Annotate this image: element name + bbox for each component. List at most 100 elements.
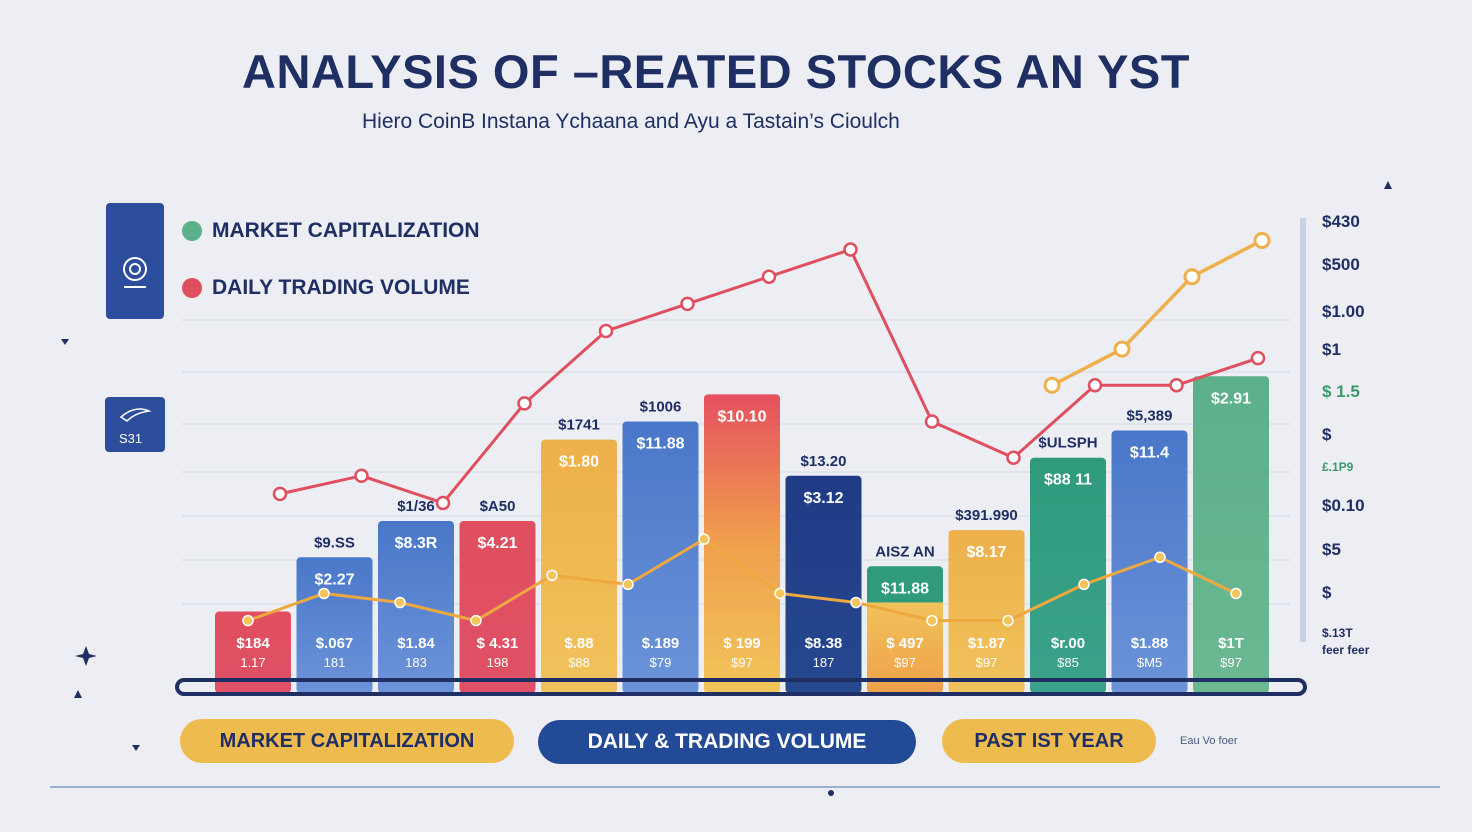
star-icon xyxy=(75,646,97,666)
bar-top-label: $1/36 xyxy=(397,498,435,515)
bar-top-label: $ULSPH xyxy=(1038,435,1097,452)
bar-top-label: $A50 xyxy=(480,498,516,515)
lower-orange-line-point xyxy=(926,614,938,627)
bar xyxy=(1030,457,1106,693)
bar-base-label: $1.84 xyxy=(397,635,435,652)
daily-volume-button[interactable]: DAILY & TRADING VOLUME xyxy=(538,720,916,764)
bar-inner-label: $8.3R xyxy=(395,535,438,552)
right-axis-tick-label: $ xyxy=(1322,583,1332,602)
red-line-point xyxy=(354,468,369,484)
bar xyxy=(215,611,291,693)
bar-top-label: AISZ AN xyxy=(875,543,934,560)
legend-dot-green xyxy=(182,221,202,241)
red-line-point xyxy=(517,396,532,411)
bar xyxy=(296,557,373,693)
red-line-point xyxy=(843,242,858,257)
bar-base-label: $ 497 xyxy=(886,635,924,652)
dot-icon xyxy=(828,790,834,796)
legend-label-daily-volume: DAILY TRADING VOLUME xyxy=(212,276,470,299)
red-line-point xyxy=(761,269,777,284)
baseline-track xyxy=(175,678,1307,696)
red-line-point xyxy=(680,296,695,312)
bar-base-sublabel: $88 xyxy=(568,655,590,670)
bar xyxy=(867,566,943,693)
side-card-label: S31 xyxy=(119,431,143,446)
right-axis-tick-label: $ xyxy=(1322,425,1332,444)
legend-daily-volume: DAILY TRADING VOLUME xyxy=(182,276,470,300)
bar-inner-label: $1.80 xyxy=(559,454,599,471)
bar-inner-label: $11.88 xyxy=(881,580,929,597)
chevron-down-icon xyxy=(132,745,140,751)
bar-top-label: $1006 xyxy=(640,399,682,416)
side-card: S31 xyxy=(105,397,165,452)
upper-orange-line xyxy=(1051,238,1263,387)
bar-inner-label: $10.10 xyxy=(718,408,767,425)
legend-dot-red xyxy=(182,278,202,298)
market-cap-button[interactable]: MARKET CAPITALIZATION xyxy=(180,719,514,763)
legend-market-cap: MARKET CAPITALIZATION xyxy=(182,219,480,243)
right-axis-tick-label: $1 xyxy=(1322,340,1341,359)
bar-base-sublabel: 181 xyxy=(324,655,346,670)
bar-base-sublabel: $97 xyxy=(1220,655,1242,670)
bar-inner-label: $11.4 xyxy=(1130,445,1169,462)
bottom-divider xyxy=(50,786,1440,788)
bar-inner-label: $2.91 xyxy=(1211,390,1251,407)
bar-top-label: $1741 xyxy=(558,417,600,434)
red-line-point xyxy=(435,495,451,511)
lower-orange-line-point xyxy=(1078,578,1090,591)
right-axis-tick-label: £.1P9 xyxy=(1322,460,1354,474)
bar-base-label: $.067 xyxy=(316,635,354,652)
past-year-button[interactable]: PAST IST YEAR xyxy=(942,719,1156,763)
right-axis-tick-label: $0.10 xyxy=(1322,496,1365,515)
upper-orange-line-point xyxy=(1183,268,1201,286)
bar-base-label: $8.38 xyxy=(805,635,843,652)
foot-note: Eau Vo foer xyxy=(1180,735,1238,747)
bar-top-label: $5,389 xyxy=(1127,408,1173,425)
upper-orange-line-point xyxy=(1043,376,1061,394)
chart-subtitle: Hiero CoinB Instana Ychaana and Ayu a Ta… xyxy=(362,110,900,133)
bar-top-label: $391.990 xyxy=(955,507,1018,524)
bar-base-sublabel: $79 xyxy=(650,655,672,670)
triangle-icon xyxy=(1384,181,1392,189)
lower-orange-line-point xyxy=(774,587,786,600)
bar-base-sublabel: 1.17 xyxy=(240,655,265,670)
bar-base-label: $1T xyxy=(1218,635,1244,652)
right-axis-tick-label: feer feer xyxy=(1322,643,1370,657)
lower-orange-line-point xyxy=(1154,551,1166,563)
red-line-point xyxy=(272,486,288,502)
right-axis-tick-label: $ 1.5 xyxy=(1322,382,1360,401)
bar-base-sublabel: $97 xyxy=(894,655,916,670)
wing-icon xyxy=(119,408,152,422)
bar-inner-label: $2.27 xyxy=(314,571,354,588)
bar-base-sublabel: 198 xyxy=(487,655,509,670)
bar xyxy=(704,394,780,693)
lower-orange-line-point xyxy=(1230,587,1242,600)
red-line-point xyxy=(598,323,614,339)
red-line-point xyxy=(1250,350,1266,366)
red-line-point xyxy=(1169,378,1184,393)
bar-base-label: $.189 xyxy=(642,635,680,652)
bar xyxy=(622,421,699,693)
legend-icon-card xyxy=(106,203,164,319)
bar-inner-label: $88 11 xyxy=(1044,472,1092,489)
chevron-down-icon xyxy=(61,339,69,345)
bar-base-label: $ 4.31 xyxy=(477,635,519,652)
chart-title: ANALYSIS OF –REATED STOCKS AN YST xyxy=(242,45,1190,98)
right-axis-tick-label: $430 xyxy=(1322,212,1360,231)
right-scrollbar[interactable] xyxy=(1300,218,1306,642)
upper-orange-line-point xyxy=(1113,340,1131,358)
bar-base-label: $1.87 xyxy=(968,635,1006,652)
lower-orange-line xyxy=(247,537,1237,623)
bar-base-label: $ 199 xyxy=(723,635,761,652)
legend-label-market-cap: MARKET CAPITALIZATION xyxy=(212,219,480,242)
bar xyxy=(1193,376,1269,693)
bar-base-label: $r.00 xyxy=(1051,635,1085,652)
bar-inner-label: $8.17 xyxy=(966,544,1006,561)
lines-layer xyxy=(242,232,1271,627)
right-axis-tick-label: $1.00 xyxy=(1322,302,1365,321)
lower-orange-line-point xyxy=(1002,614,1014,627)
bar-base-sublabel: $M5 xyxy=(1137,655,1162,670)
bar-base-sublabel: $97 xyxy=(976,655,998,670)
triangle-icon xyxy=(74,690,82,698)
